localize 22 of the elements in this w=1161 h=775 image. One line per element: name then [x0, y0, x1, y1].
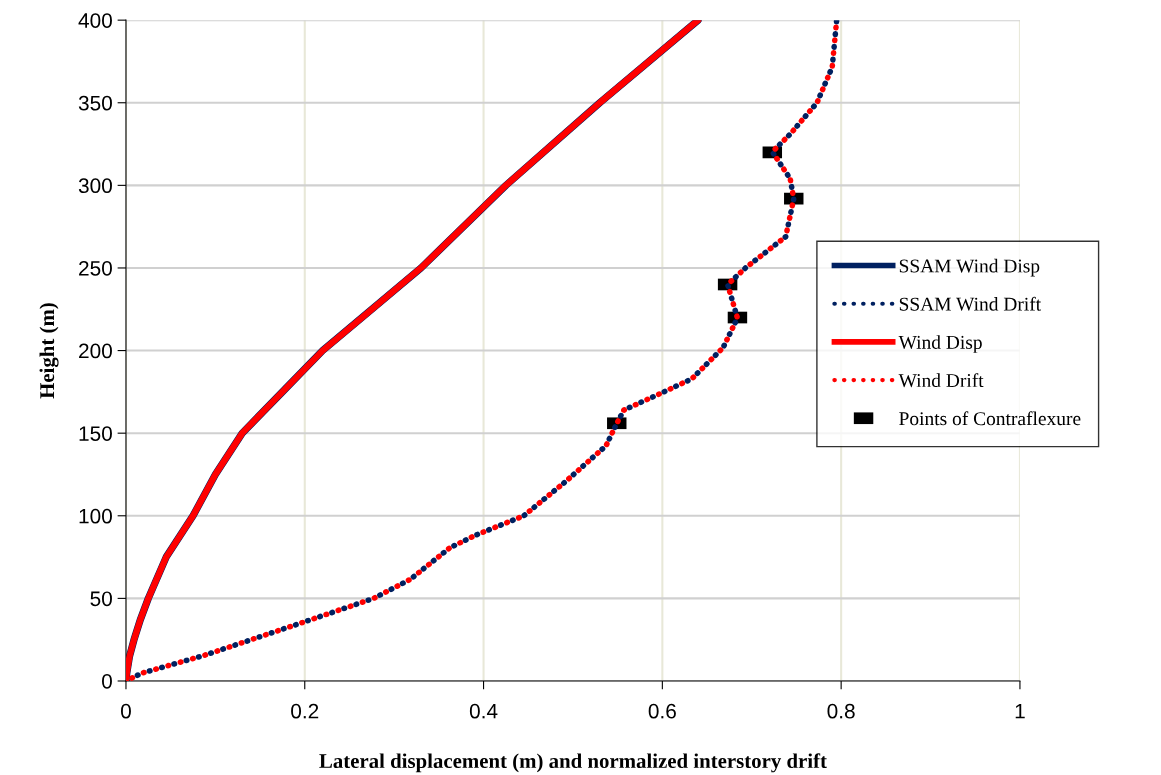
y-tick-label: 0 [102, 673, 112, 689]
x-tick-label: 0.2 [291, 703, 319, 719]
legend-label: SSAM Wind Disp [899, 258, 1040, 277]
x-tick-label: 0 [120, 703, 131, 719]
y-tick-label: 250 [79, 260, 112, 276]
y-tick-label: 150 [79, 426, 112, 441]
y-tick-label: 100 [79, 508, 112, 524]
x-tick-label: 0.4 [469, 703, 498, 719]
legend-label: Wind Drift [898, 373, 984, 388]
y-axis-title: Height (m) [39, 303, 59, 399]
y-tick-label: 200 [79, 343, 112, 359]
y-tick-label: 300 [78, 178, 112, 194]
y-tick-label: 400 [78, 13, 112, 28]
x-axis-title: Lateral displacement (m) and normalized interstory drift [319, 753, 827, 773]
x-tick-label: 0.6 [648, 703, 676, 719]
y-tick-label: 50 [90, 591, 112, 607]
legend-label: SSAM Wind Drift [899, 296, 1042, 311]
legend-label: Points of Contraflexure [899, 411, 1081, 426]
x-tick-label: 1 [1015, 703, 1025, 719]
y-tick-label: 350 [78, 95, 112, 111]
x-tick-label: 0.8 [827, 703, 855, 719]
legend-label: Wind Disp [898, 335, 982, 353]
